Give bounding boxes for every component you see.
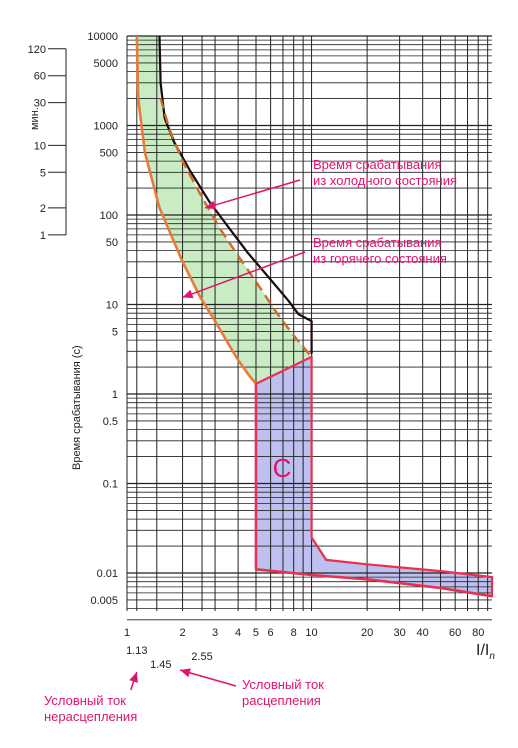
x-extra-tick-label: 1.45 — [150, 659, 171, 671]
x-tick-label: 5 — [253, 627, 259, 639]
minutes-tick-label: 2 — [40, 203, 46, 215]
x-tick-label: 6 — [268, 627, 274, 639]
annotation-non-trip-arrow-head — [129, 672, 138, 683]
x-tick-label: 2 — [179, 627, 185, 639]
annotation-trip-line1: Условный ток — [242, 677, 324, 692]
series-hot-line — [159, 98, 313, 358]
x-tick-label: 10 — [305, 627, 317, 639]
curve-series — [135, 35, 494, 598]
grid-lines — [126, 35, 492, 621]
y-tick-label: 0.1 — [103, 479, 118, 491]
y-tick-label: 0.5 — [103, 416, 118, 428]
y-tick-label: 100 — [100, 210, 118, 222]
fill-regions — [136, 36, 492, 597]
series-cold-line — [158, 35, 313, 354]
annotation-cold: Время срабатывания из холодного состояния — [313, 157, 457, 188]
y-tick-label: 500 — [100, 147, 118, 159]
minutes-tick-label: 1 — [40, 230, 46, 242]
x-axis-label-sub: n — [489, 651, 495, 662]
annotation-non-trip-line1: Условный ток — [44, 693, 126, 708]
x-tick-label: 4 — [235, 627, 241, 639]
annotations: Время срабатывания из холодного состояния… — [44, 157, 457, 724]
annotation-non-trip-line2: нерасцепления — [44, 709, 137, 724]
annotation-hot: Время срабатывания из горячего состояния — [313, 235, 447, 266]
annotation-cold-arrow — [204, 179, 301, 209]
x-tick-label: 20 — [361, 627, 373, 639]
minutes-axis: 120 60 30 10 5 2 1 — [28, 44, 67, 242]
y-tick-label: 0.005 — [90, 595, 118, 607]
minutes-tick-label: 60 — [34, 71, 46, 83]
y-tick-label: 0.01 — [97, 568, 118, 580]
x-tick-label: 40 — [417, 627, 429, 639]
minutes-tick-label: 10 — [34, 140, 46, 152]
x-axis-label-main: I/I — [476, 642, 489, 659]
y-tick-label: 10000 — [87, 31, 118, 43]
x-extra-tick-label: 2.55 — [191, 651, 212, 663]
annotation-hot-arrow — [182, 251, 306, 299]
annotation-cold-arrow-head — [205, 200, 216, 210]
minutes-tick-label: 120 — [28, 44, 46, 56]
annotation-hot-line1: Время срабатывания — [313, 235, 442, 250]
annotation-non-trip: Условный ток нерасцепления — [44, 693, 137, 724]
x-tick-labels: 1 2 3 4 5 6 8 10 20 30 40 60 80 1.131.45 2.55 — [124, 627, 484, 671]
x-axis-label: I/In — [476, 642, 495, 662]
series-boundary-line — [135, 35, 258, 385]
annotation-hot-line2: из горячего состояния — [313, 251, 447, 266]
annotation-trip-line2: расцепления — [242, 693, 321, 708]
y-tick-label: 50 — [106, 237, 118, 249]
y-tick-labels: 10000 5000 1000 500 100 50 10 5 1 0.5 0.1 0.01 0.005 — [87, 31, 118, 607]
annotation-cold-line2: из холодного состояния — [313, 173, 457, 188]
x-tick-label: 30 — [393, 627, 405, 639]
region-c-label: C — [273, 453, 292, 483]
minutes-axis-label: мин. — [29, 107, 41, 130]
minutes-tick-label: 30 — [34, 98, 46, 110]
y-tick-label: 1 — [112, 389, 118, 401]
y-tick-label: 5000 — [94, 58, 118, 70]
y-tick-label: 5 — [112, 326, 118, 338]
x-tick-label: 60 — [449, 627, 461, 639]
y-tick-label: 10 — [106, 300, 118, 312]
annotation-trip-arrow-head — [180, 668, 191, 678]
x-tick-label: 80 — [472, 627, 484, 639]
blue-region-outline — [255, 355, 494, 598]
region-blue — [256, 356, 492, 597]
minutes-tick-label: 5 — [40, 167, 46, 179]
x-extra-tick-label: 1.13 — [126, 645, 147, 657]
x-tick-label: 1 — [124, 627, 130, 639]
x-tick-label: 8 — [291, 627, 297, 639]
x-tick-label: 3 — [212, 627, 218, 639]
annotation-hot-arrow-head — [182, 289, 194, 299]
y-axis-label: Время срабатывания (c) — [71, 345, 83, 470]
annotation-trip: Условный ток расцепления — [242, 677, 324, 708]
y-tick-label: 1000 — [94, 121, 118, 133]
annotation-cold-line1: Время срабатывания — [313, 157, 442, 172]
